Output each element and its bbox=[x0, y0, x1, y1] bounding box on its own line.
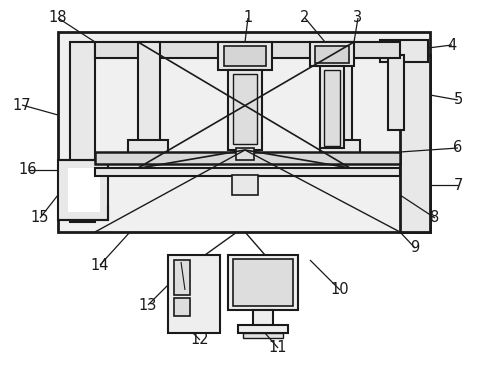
Text: 13: 13 bbox=[139, 298, 157, 313]
Bar bbox=[253, 310, 273, 326]
Bar bbox=[95, 168, 400, 176]
Text: 12: 12 bbox=[191, 332, 209, 347]
Bar bbox=[238, 325, 288, 333]
Bar bbox=[320, 66, 344, 148]
Bar bbox=[168, 255, 220, 333]
Bar bbox=[320, 140, 360, 154]
Bar bbox=[380, 40, 428, 62]
Text: 5: 5 bbox=[453, 93, 463, 108]
Text: 11: 11 bbox=[269, 340, 287, 355]
Text: 2: 2 bbox=[300, 11, 310, 26]
Text: 8: 8 bbox=[431, 210, 439, 225]
Text: 3: 3 bbox=[354, 11, 362, 26]
Bar bbox=[58, 160, 108, 220]
Bar bbox=[95, 42, 400, 58]
Bar bbox=[128, 140, 168, 154]
Bar bbox=[233, 74, 257, 144]
Text: 16: 16 bbox=[19, 163, 37, 178]
Text: 6: 6 bbox=[453, 141, 463, 156]
Text: 10: 10 bbox=[330, 283, 349, 298]
Bar bbox=[324, 70, 340, 146]
Text: 17: 17 bbox=[13, 97, 31, 112]
Bar bbox=[58, 32, 430, 232]
Bar bbox=[400, 55, 430, 232]
Text: 4: 4 bbox=[447, 37, 457, 52]
Bar bbox=[224, 46, 266, 66]
Bar bbox=[388, 55, 404, 130]
Bar bbox=[232, 175, 258, 195]
Text: 15: 15 bbox=[31, 210, 49, 225]
Text: 9: 9 bbox=[410, 240, 420, 255]
Text: 14: 14 bbox=[91, 258, 109, 273]
Bar bbox=[228, 255, 298, 310]
Bar bbox=[330, 42, 352, 147]
Bar bbox=[68, 168, 100, 212]
Bar bbox=[95, 152, 400, 164]
Text: 18: 18 bbox=[49, 11, 67, 26]
Bar bbox=[310, 42, 354, 66]
Bar bbox=[218, 42, 272, 70]
Bar bbox=[174, 298, 190, 316]
Bar bbox=[243, 333, 283, 338]
Bar bbox=[233, 259, 293, 306]
Bar bbox=[174, 260, 190, 295]
Bar bbox=[228, 70, 262, 150]
Bar bbox=[236, 148, 254, 160]
Bar bbox=[70, 42, 95, 222]
Text: 1: 1 bbox=[244, 11, 253, 26]
Bar bbox=[138, 42, 160, 147]
Text: 7: 7 bbox=[453, 178, 463, 193]
Bar bbox=[315, 46, 349, 63]
